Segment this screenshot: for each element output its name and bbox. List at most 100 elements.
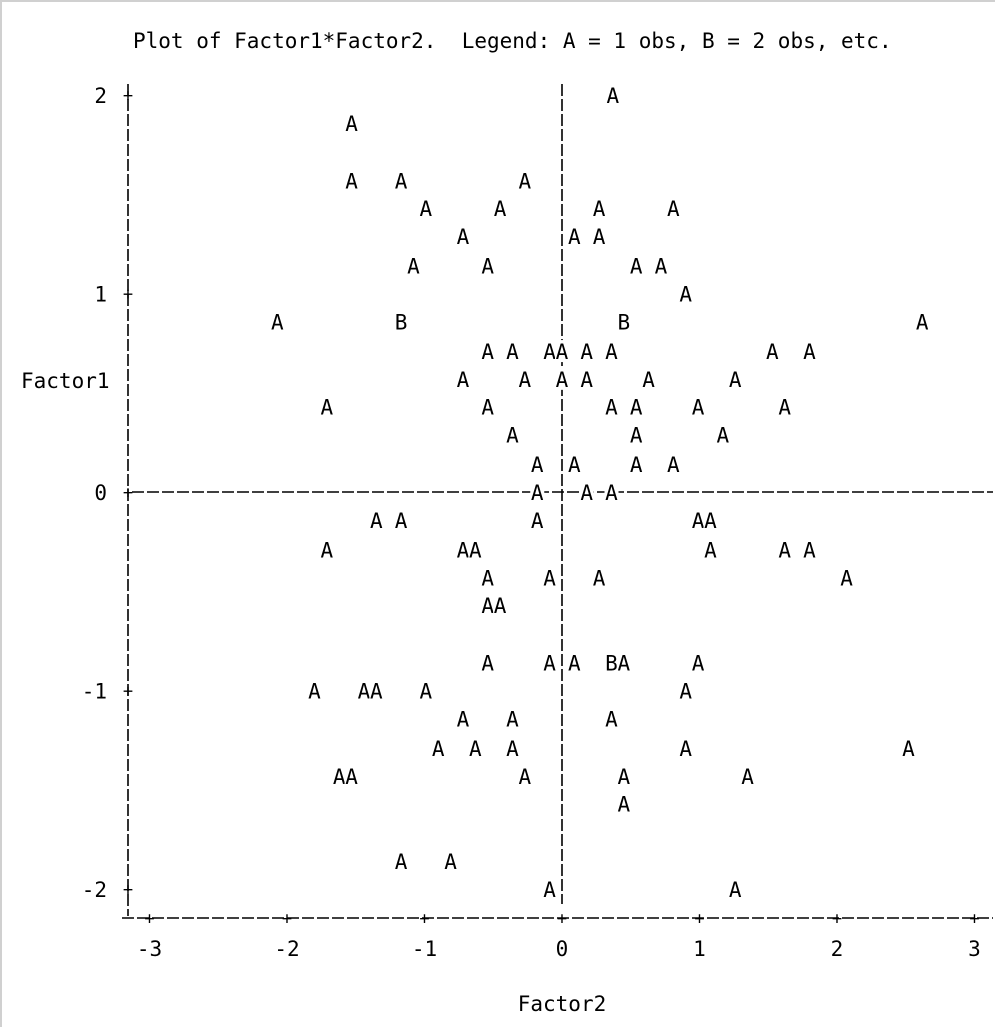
point-bg [480,340,495,363]
point-bg [678,737,693,760]
data-point: A [531,453,544,477]
point-bg [604,481,619,503]
point-bg [517,764,532,787]
point-bg [839,566,854,589]
data-point: A [692,509,705,533]
data-point: A [395,509,408,533]
point-bg [604,340,619,363]
data-point: A [308,680,321,704]
data-point: A [506,737,519,761]
point-bg [592,224,607,247]
data-point: A [741,765,754,789]
point-bg [319,395,334,418]
chart-title: Plot of Factor1*Factor2. Legend: A = 1 o… [133,29,892,53]
point-bg [691,395,706,418]
data-point: A [543,340,556,364]
data-point: A [729,368,742,392]
point-bg [542,566,557,589]
data-point: A [803,539,816,563]
data-point: A [395,850,408,874]
point-bg [270,310,285,333]
point-bg [765,340,780,363]
data-point: A [432,737,445,761]
data-point: A [370,509,383,533]
data-point: A [568,225,581,249]
data-point: A [506,707,519,731]
point-bg [728,367,743,390]
point-bg [406,254,421,277]
plot-marks: AAA A AA A A AA A AA A A AAA B B AA A A A A A A AA A A A A AA A A A A… [270,84,930,902]
point-bg [604,707,619,730]
point-bg [542,651,557,674]
data-point: A [840,566,853,590]
point-bg [691,508,706,531]
point-bg [344,111,359,134]
point-bg [592,566,607,589]
point-bg [517,367,532,390]
data-point: A [481,396,494,420]
y-tick-mark: + [123,285,133,305]
point-bg [480,594,495,617]
data-point: A [568,652,581,676]
data-point: A [618,765,631,789]
data-point: A [717,423,730,447]
point-bg [418,197,433,220]
data-point: A [543,566,556,590]
data-point: A [345,765,358,789]
data-point: A [407,255,420,279]
point-bg [394,169,409,192]
point-bg [604,651,619,674]
data-point: A [580,340,593,364]
point-bg [616,651,631,674]
data-point: A [333,765,346,789]
point-bg [505,737,520,760]
data-point: A [556,340,569,364]
point-bg [394,508,409,531]
point-bg [307,679,322,702]
data-point: A [630,255,643,279]
data-point: A [679,737,692,761]
point-bg [456,707,470,730]
point-bg [555,340,569,363]
data-point: A [519,368,532,392]
data-point: A [345,169,358,193]
data-point: A [766,340,779,364]
data-point: A [457,539,470,563]
point-bg [493,594,508,617]
data-point: A [494,197,507,221]
point-bg [579,367,594,390]
data-point: A [667,197,680,221]
data-point: A [729,878,742,902]
data-point: A [481,566,494,590]
x-tick-label: 3 [968,937,981,961]
data-point: A [506,423,519,447]
point-bg [493,197,508,220]
point-bg [480,254,495,277]
point-bg [480,566,495,589]
x-tick-label: 0 [556,937,569,961]
data-point: A [531,481,544,505]
point-bg [456,224,470,247]
data-point: A [543,652,556,676]
point-bg [332,764,347,787]
point-bg [629,254,644,277]
data-point: A [358,680,371,704]
data-point: A [605,481,618,505]
point-bg [567,453,582,476]
point-bg [530,481,545,503]
point-bg [443,850,458,873]
point-bg [418,679,433,702]
point-bg [456,538,470,561]
point-bg [777,538,792,561]
data-point: A [778,539,791,563]
point-bg [357,679,371,702]
data-point: A [481,255,494,279]
y-tick-label: -1 [82,680,107,704]
point-bg [555,367,569,390]
point-bg [604,395,619,418]
data-point: A [630,423,643,447]
point-bg [567,651,582,674]
point-bg [468,737,483,760]
point-bg [678,282,693,305]
